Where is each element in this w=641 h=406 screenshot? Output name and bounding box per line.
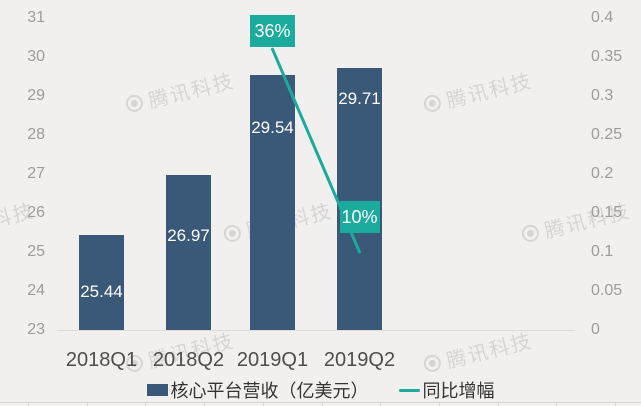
- left-axis-tick-label: 27: [27, 165, 45, 182]
- bottom-ruler-tick: [556, 402, 558, 406]
- bottom-ruler-tick: [615, 402, 616, 406]
- tencent-logo-icon: [422, 353, 443, 374]
- category-label: 2018Q1: [65, 349, 138, 371]
- right-axis-tick-label: 0: [591, 321, 600, 338]
- right-axis-tick-label: 0.4: [591, 9, 614, 26]
- bottom-ruler-tick: [145, 402, 147, 406]
- revenue-bar[interactable]: [79, 234, 124, 330]
- bottom-ruler-line: [0, 402, 641, 403]
- legend-growth-label: 同比增幅: [422, 381, 495, 401]
- revenue-bar[interactable]: [166, 175, 211, 330]
- growth-percent-label: 10%: [339, 201, 380, 233]
- left-axis-tick-label: 30: [27, 48, 45, 65]
- left-axis-tick-label: 24: [27, 282, 45, 299]
- legend-revenue-label: 核心平台营收（亿美元）: [170, 381, 369, 401]
- bar-series-swatch-icon: [146, 384, 168, 396]
- bar-value-label: 26.97: [167, 226, 210, 246]
- bottom-ruler-tick: [262, 402, 264, 406]
- bottom-ruler-tick: [321, 402, 323, 406]
- right-axis-tick-label: 0.15: [591, 204, 623, 221]
- tencent-tech-watermark: 腾讯科技: [421, 325, 536, 380]
- right-axis-tick-label: 0.1: [591, 243, 614, 260]
- bar-value-label: 25.44: [80, 281, 123, 301]
- category-label: 2018Q2: [152, 349, 225, 371]
- revenue-bar[interactable]: [250, 74, 295, 330]
- left-axis-tick-label: 28: [27, 126, 45, 143]
- tencent-tech-watermark: 腾讯科技: [123, 65, 238, 120]
- bar-value-label: 29.71: [338, 89, 381, 109]
- tencent-tech-watermark: 腾讯科技: [421, 65, 536, 120]
- right-axis-tick-label: 0.3: [591, 87, 614, 104]
- bar-value-label: 29.54: [251, 117, 294, 137]
- bottom-ruler-tick: [380, 402, 382, 406]
- category-label: 2019Q1: [236, 349, 309, 371]
- tencent-logo-icon: [222, 223, 243, 244]
- watermark-text: 腾讯科技: [444, 70, 536, 113]
- growth-percent-label: 36%: [250, 15, 295, 48]
- right-axis-tick-label: 0.35: [591, 48, 623, 65]
- right-axis-tick-label: 0.2: [591, 165, 614, 182]
- right-axis-tick-label: 0.25: [591, 126, 623, 143]
- x-axis-line: [57, 330, 575, 331]
- bottom-ruler-tick: [497, 402, 499, 406]
- category-label: 2019Q2: [323, 349, 396, 371]
- left-axis-tick-label: 23: [27, 321, 45, 338]
- bottom-ruler-tick: [86, 402, 88, 406]
- legend: 核心平台营收（亿美元） 同比增幅: [0, 377, 641, 403]
- left-axis-tick-label: 31: [27, 9, 45, 26]
- left-axis-tick-label: 25: [27, 243, 45, 260]
- watermark-text: 腾讯科技: [146, 70, 238, 113]
- left-axis-tick-label: 26: [27, 204, 45, 221]
- right-axis-tick-label: 0.05: [591, 282, 623, 299]
- bottom-ruler-tick: [438, 402, 440, 406]
- legend-item-growth[interactable]: 同比增幅: [398, 377, 495, 403]
- tencent-logo-icon: [124, 93, 145, 114]
- left-axis-tick-label: 29: [27, 87, 45, 104]
- watermark-text: 腾讯科技: [444, 330, 536, 373]
- line-series-swatch-icon: [398, 388, 420, 392]
- bottom-ruler-tick: [28, 402, 29, 406]
- legend-item-revenue[interactable]: 核心平台营收（亿美元）: [146, 377, 369, 403]
- tencent-logo-icon: [520, 223, 541, 244]
- bottom-ruler-tick: [204, 402, 206, 406]
- tencent-logo-icon: [422, 93, 443, 114]
